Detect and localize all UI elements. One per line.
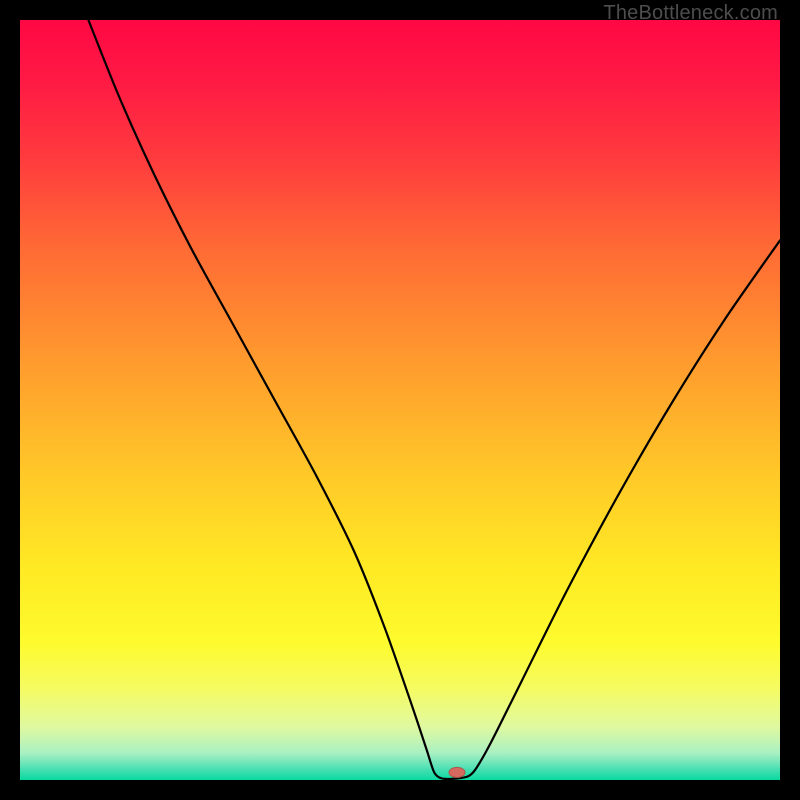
watermark-text: TheBottleneck.com [603,2,778,25]
chart-frame: TheBottleneck.com [0,0,800,800]
plot-area [20,20,780,780]
minimum-marker [449,767,465,777]
bottleneck-chart [20,20,780,780]
gradient-background [20,20,780,780]
